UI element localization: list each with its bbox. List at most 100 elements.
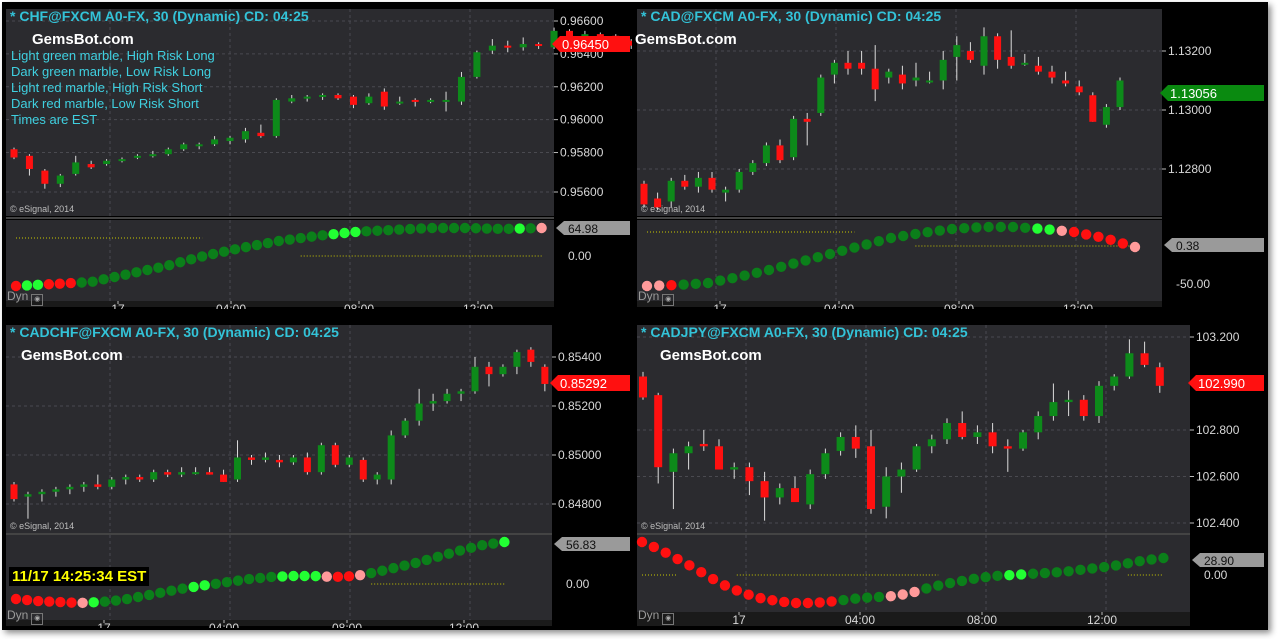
- marble-lg: [188, 581, 199, 593]
- chart-pane-chf[interactable]: 0.96600 0.96400 0.96200 0.96000 0.95800 0.956…: [4, 4, 632, 309]
- candle-body: [581, 34, 589, 37]
- candle-body: [1095, 385, 1103, 417]
- lock-icon[interactable]: ◉: [662, 613, 675, 625]
- candle-body: [513, 352, 521, 367]
- candle-body: [272, 99, 280, 137]
- marble-lg: [499, 536, 510, 548]
- lock-icon[interactable]: ◉: [662, 294, 675, 306]
- marble-dg: [898, 230, 909, 242]
- chart-title: * CADJPY@FXCM A0-FX, 30 (Dynamic) CD: 04…: [641, 324, 968, 340]
- candle-body: [10, 149, 18, 158]
- candle-body: [806, 474, 815, 505]
- oscillator-value-tag: [554, 537, 630, 551]
- candle-body: [1062, 80, 1070, 84]
- time-axis-label: 04:00: [216, 302, 246, 309]
- candle-body: [730, 467, 739, 470]
- time-axis-label: 17: [713, 302, 727, 309]
- dynamic-toggle[interactable]: Dyn ◉: [638, 608, 675, 625]
- candle-body: [980, 36, 988, 66]
- marble-lr: [77, 597, 88, 609]
- candle-body: [473, 52, 481, 77]
- legend-line: Light green marble, High Risk Long: [11, 48, 215, 63]
- marble-dg: [155, 587, 166, 599]
- marble-dg: [837, 245, 848, 256]
- candle-body: [803, 118, 811, 122]
- copyright-text: © eSignal, 2014: [641, 204, 705, 214]
- candle-body: [499, 366, 507, 375]
- price-axis-label: 102.400: [1196, 516, 1240, 530]
- marble-dg: [1039, 567, 1051, 579]
- legend-line: Dark red marble, Low Risk Short: [11, 96, 199, 111]
- chart-svg-cadjpy[interactable]: 103.200 102.800 102.600 102.400 © eSignal, 2…: [635, 320, 1266, 628]
- oscillator-value-tag: [1164, 238, 1264, 252]
- marble-dg: [166, 585, 177, 596]
- clock-timestamp: 11/17 14:25:34 EST: [9, 567, 150, 586]
- candle-body: [927, 439, 936, 447]
- marble-dg: [317, 230, 328, 241]
- candle-body: [334, 94, 342, 99]
- marble-dg: [971, 222, 982, 233]
- marble-dg: [1075, 564, 1086, 576]
- oscillator-value: 28.90: [1204, 554, 1234, 568]
- candle-body: [80, 484, 88, 487]
- candle-body: [10, 484, 18, 500]
- lock-icon[interactable]: ◉: [31, 294, 44, 306]
- candle-body: [791, 488, 799, 503]
- dynamic-toggle[interactable]: Dyn ◉: [7, 608, 44, 625]
- marble-dg: [229, 244, 241, 255]
- marble-dr: [21, 594, 33, 606]
- price-axis-label: 0.85000: [558, 448, 602, 462]
- time-axis-label: 17: [97, 621, 111, 628]
- candle-body: [858, 62, 866, 69]
- candle-body: [24, 494, 32, 497]
- time-axis-label: 17: [732, 613, 746, 627]
- candle-body: [195, 144, 203, 147]
- time-axis-label: 08:00: [967, 613, 997, 627]
- marble-dg: [454, 545, 466, 556]
- marble-lg: [32, 279, 44, 291]
- time-axis-strip: [637, 301, 1162, 307]
- candle-body: [966, 51, 974, 60]
- candle-body: [867, 446, 875, 510]
- lock-icon[interactable]: ◉: [31, 613, 44, 625]
- marble-dg: [715, 275, 726, 286]
- marble-dr: [636, 536, 648, 548]
- candle-body: [1019, 432, 1027, 449]
- candle-body: [288, 98, 296, 102]
- chart-title: * CADCHF@FXCM A0-FX, 30 (Dynamic) CD: 04…: [10, 324, 339, 340]
- chart-pane-cadchf[interactable]: 0.85400 0.85200 0.85000 0.84800 © eSignal, 2…: [4, 320, 632, 628]
- candle-body: [749, 163, 757, 172]
- candle-body: [722, 189, 730, 193]
- marble-dg: [922, 227, 933, 238]
- candle-body: [958, 423, 967, 437]
- marble-dr: [672, 553, 683, 565]
- marble-dg: [465, 542, 477, 554]
- candle-body: [1064, 399, 1073, 403]
- candle-body: [457, 76, 465, 102]
- dynamic-toggle[interactable]: Dyn ◉: [7, 289, 44, 306]
- time-axis-label: 08:00: [344, 302, 374, 309]
- marble-dr: [696, 567, 707, 578]
- dynamic-toggle[interactable]: Dyn ◉: [638, 289, 675, 306]
- marble-dg: [933, 580, 944, 591]
- chart-svg-cad[interactable]: 1.13200 1.13000 1.12800 © eSignal, 2014 1.13…: [635, 4, 1266, 309]
- chart-pane-cad[interactable]: 1.13200 1.13000 1.12800 © eSignal, 2014 1.13…: [635, 4, 1266, 309]
- candle-body: [912, 77, 920, 81]
- marble-dr: [743, 589, 754, 600]
- oscillator-value: 56.83: [566, 538, 596, 552]
- chart-svg-chf[interactable]: 0.966000.964000.962000.960000.958000.956…: [4, 4, 632, 309]
- marble-dg: [131, 267, 142, 278]
- candle-body: [897, 469, 906, 477]
- chart-pane-cadjpy[interactable]: 103.200 102.800 102.600 102.400 © eSignal, 2…: [635, 320, 1266, 628]
- oscillator-axis-label: 0.00: [568, 249, 592, 263]
- time-axis-label: 08:00: [944, 302, 974, 309]
- marble-dg: [800, 255, 811, 266]
- candle-body: [1075, 86, 1083, 93]
- watermark-gemsbot: GemsBot.com: [635, 31, 737, 48]
- candle-body: [817, 77, 825, 113]
- candle-body: [836, 436, 845, 451]
- candle-body: [667, 180, 675, 202]
- candle-body: [694, 177, 702, 187]
- candle-body: [211, 139, 219, 145]
- marble-dg: [177, 583, 188, 594]
